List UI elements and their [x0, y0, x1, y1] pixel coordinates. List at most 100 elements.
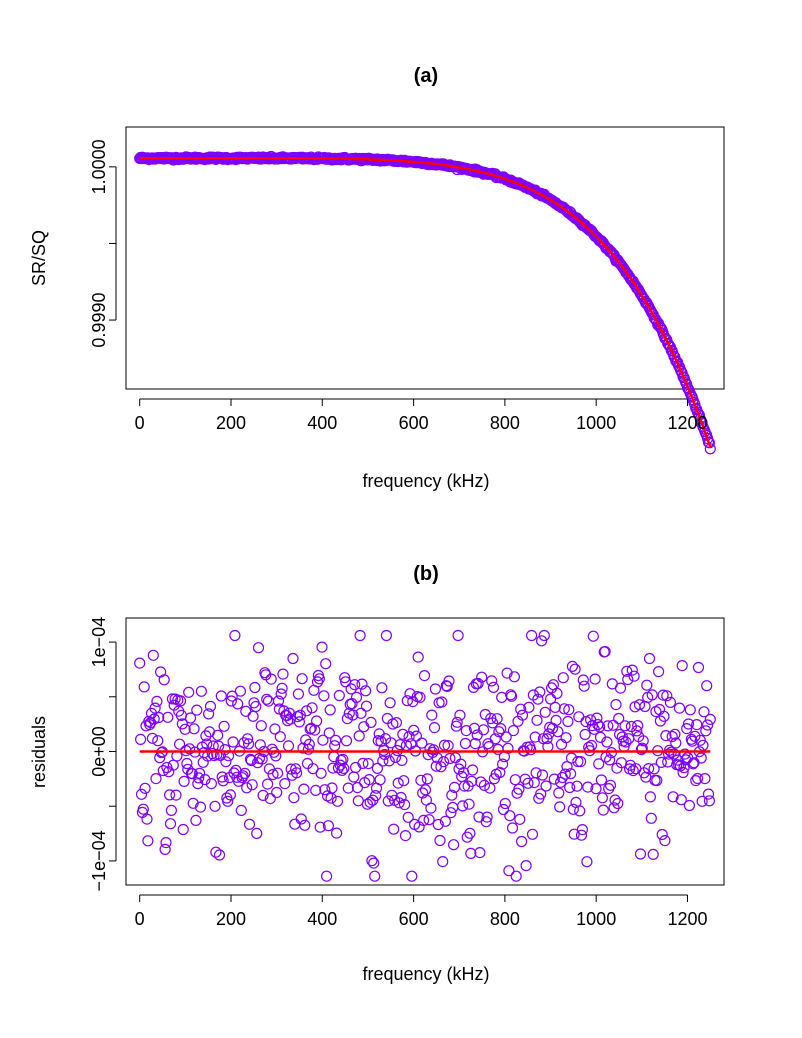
data-point — [224, 789, 236, 801]
x-tick-label: 1000 — [576, 413, 616, 433]
data-point — [323, 727, 335, 739]
panel-b-y-axis: −1e−04 0e+00 1e−04 — [89, 617, 117, 891]
data-point — [330, 734, 342, 746]
data-point — [235, 804, 247, 817]
data-point — [139, 782, 151, 794]
data-point — [604, 779, 617, 791]
data-point — [555, 738, 568, 751]
data-point — [669, 728, 681, 740]
data-point — [536, 769, 549, 781]
data-point — [612, 797, 624, 810]
data-point — [539, 706, 551, 718]
data-point — [702, 788, 715, 800]
data-point — [360, 685, 372, 697]
data-point — [370, 789, 382, 802]
data-point — [589, 673, 601, 685]
data-point — [399, 798, 411, 811]
data-point — [317, 734, 329, 746]
data-point — [135, 733, 147, 746]
panel-b-plot-frame — [125, 617, 725, 886]
data-point — [183, 686, 195, 698]
data-point — [414, 691, 426, 704]
x-tick-label: 600 — [399, 909, 429, 929]
data-point — [227, 736, 239, 748]
data-point — [291, 767, 303, 779]
data-point — [434, 834, 446, 847]
data-point — [613, 728, 626, 741]
data-point — [465, 847, 477, 860]
data-point — [377, 755, 389, 767]
data-point — [313, 673, 325, 685]
data-point — [241, 782, 253, 794]
data-point — [677, 766, 689, 779]
data-point — [676, 659, 688, 672]
data-point — [331, 795, 344, 807]
data-point — [501, 667, 513, 679]
data-point — [398, 775, 410, 787]
data-point — [267, 768, 279, 781]
data-point — [656, 828, 668, 841]
data-point — [363, 773, 375, 786]
x-tick-label: 1200 — [667, 909, 707, 929]
data-point — [700, 725, 712, 737]
data-point — [319, 784, 331, 796]
data-point — [472, 677, 484, 690]
data-point — [564, 781, 576, 794]
data-point — [170, 789, 182, 801]
data-point — [339, 672, 351, 684]
y-tick-label: 0e+00 — [89, 726, 109, 777]
data-point — [240, 705, 252, 717]
data-point — [652, 665, 665, 678]
data-point — [401, 695, 413, 707]
data-point — [225, 695, 237, 707]
data-point — [628, 670, 640, 682]
data-point — [301, 705, 313, 717]
data-point — [532, 693, 544, 705]
data-point — [477, 724, 490, 736]
data-point — [549, 701, 561, 714]
data-point — [525, 629, 538, 642]
data-point — [277, 668, 289, 680]
data-point — [325, 792, 337, 804]
data-point — [441, 680, 453, 693]
data-point — [644, 791, 657, 803]
data-point — [364, 796, 376, 808]
data-point — [581, 856, 593, 868]
data-point — [366, 855, 378, 867]
data-point — [464, 827, 476, 839]
data-point — [436, 696, 448, 708]
data-point — [593, 758, 605, 770]
panel-b-points — [134, 629, 716, 882]
data-point — [622, 673, 634, 686]
data-point — [610, 698, 622, 711]
data-point — [569, 663, 581, 675]
data-point — [566, 660, 579, 673]
data-point — [320, 658, 332, 670]
data-point — [577, 674, 589, 686]
data-point — [696, 795, 708, 807]
data-point — [551, 687, 563, 700]
data-point — [587, 630, 599, 642]
data-point — [272, 767, 284, 779]
data-point — [699, 772, 711, 785]
data-point — [152, 735, 164, 747]
data-point — [340, 735, 353, 747]
data-point — [134, 657, 146, 669]
data-point — [535, 635, 548, 647]
data-point — [571, 780, 583, 792]
data-point — [419, 784, 432, 796]
data-point — [295, 813, 307, 825]
data-point — [548, 773, 560, 785]
data-point — [408, 724, 420, 736]
data-point — [353, 730, 365, 742]
data-point — [698, 706, 710, 718]
data-point — [619, 720, 631, 732]
data-point — [522, 777, 534, 789]
data-point — [274, 731, 286, 743]
data-point — [318, 690, 330, 702]
data-point — [334, 759, 346, 771]
y-tick-label: 0.9990 — [89, 293, 109, 348]
data-point — [209, 800, 221, 812]
data-point — [684, 704, 696, 716]
data-point — [634, 848, 647, 860]
